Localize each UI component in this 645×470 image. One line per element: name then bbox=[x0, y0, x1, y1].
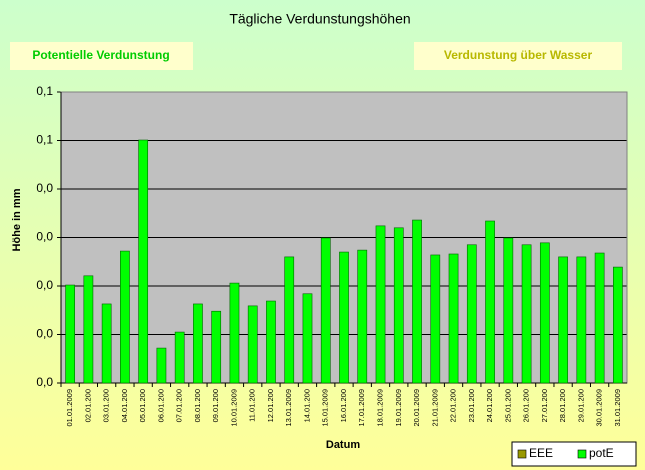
x-tick-label: 13.01.2009 bbox=[284, 389, 293, 427]
x-tick-label: 05.01.200 bbox=[138, 389, 147, 422]
x-tick-label: 21.01.2009 bbox=[430, 389, 439, 427]
bar bbox=[339, 251, 349, 384]
x-tick-label: 03.01.200 bbox=[102, 389, 111, 422]
bar bbox=[101, 303, 112, 384]
bar bbox=[412, 219, 422, 384]
bar bbox=[466, 244, 477, 384]
bar bbox=[229, 282, 240, 384]
y-tick-label: 0,0 bbox=[36, 230, 53, 244]
bar bbox=[558, 256, 568, 384]
x-tick-label: 14.01.200 bbox=[302, 389, 311, 422]
x-axis-label: Datum bbox=[326, 439, 360, 451]
legend-swatch bbox=[517, 449, 527, 459]
bar bbox=[521, 244, 532, 384]
y-tick-label: 0,0 bbox=[36, 278, 53, 292]
y-axis-label: Höhe in mm bbox=[11, 188, 23, 251]
x-tick-label: 10.01.2009 bbox=[229, 389, 238, 427]
x-tick-label: 01.01.2009 bbox=[65, 389, 74, 427]
bar bbox=[302, 293, 313, 384]
box-label: Verdunstung über Wasser bbox=[444, 48, 593, 62]
bar bbox=[357, 249, 368, 384]
y-tick-label: 0,1 bbox=[36, 133, 53, 147]
bar bbox=[539, 242, 550, 384]
bar bbox=[594, 252, 605, 384]
x-tick-label: 19.01.2009 bbox=[394, 389, 403, 427]
bar bbox=[284, 256, 295, 384]
box bbox=[414, 42, 622, 70]
chart-title: Tägliche Verdunstungshöhen bbox=[229, 11, 410, 27]
x-tick-label: 31.01.2009 bbox=[613, 389, 622, 427]
box bbox=[10, 42, 193, 70]
x-tick-label: 20.01.2009 bbox=[412, 389, 421, 427]
bar bbox=[156, 347, 167, 384]
x-tick-label: 26.01.200 bbox=[522, 389, 531, 422]
bar bbox=[375, 225, 386, 384]
bar bbox=[65, 284, 75, 384]
legend-swatch bbox=[577, 449, 587, 459]
bar bbox=[503, 237, 514, 384]
bar bbox=[448, 253, 459, 384]
y-tick-label: 0,0 bbox=[36, 375, 53, 389]
bar bbox=[211, 310, 222, 384]
x-tick-label: 18.01.2009 bbox=[376, 389, 385, 427]
bar bbox=[174, 331, 185, 384]
x-tick-label: 22.01.200 bbox=[449, 389, 458, 422]
legend-label: potE bbox=[589, 446, 614, 460]
box-label: Potentielle Verdunstung bbox=[32, 48, 169, 62]
x-tick-label: 30.01.2009 bbox=[595, 389, 604, 427]
bar bbox=[430, 254, 441, 384]
x-tick-label: 11.01.200 bbox=[248, 389, 257, 422]
x-tick-label: 24.01.200 bbox=[485, 389, 494, 422]
bar bbox=[576, 256, 587, 384]
x-tick-label: 25.01.200 bbox=[503, 389, 512, 422]
y-tick-label: 0,1 bbox=[36, 84, 53, 98]
bar bbox=[138, 139, 149, 384]
legend bbox=[511, 441, 637, 467]
x-tick-label: 29.01.200 bbox=[576, 389, 585, 422]
bar bbox=[83, 275, 94, 384]
bar bbox=[320, 237, 331, 384]
y-tick-label: 0,0 bbox=[36, 181, 53, 195]
x-tick-label: 12.01.200 bbox=[266, 389, 275, 422]
bar bbox=[193, 303, 203, 384]
x-tick-label: 23.01.200 bbox=[467, 389, 476, 422]
x-tick-label: 08.01.200 bbox=[193, 389, 202, 422]
bar bbox=[247, 305, 258, 384]
x-tick-label: 16.01.200 bbox=[339, 389, 348, 422]
x-tick-label: 06.01.200 bbox=[156, 389, 165, 422]
bar bbox=[120, 250, 130, 384]
x-tick-label: 15.01.2009 bbox=[321, 389, 330, 427]
bar bbox=[485, 220, 495, 384]
x-tick-label: 09.01.200 bbox=[211, 389, 220, 422]
bar bbox=[393, 227, 404, 384]
x-tick-label: 28.01.200 bbox=[558, 389, 567, 422]
y-tick-label: 0,0 bbox=[36, 327, 53, 341]
bar bbox=[613, 266, 623, 384]
x-tick-label: 04.01.200 bbox=[120, 389, 129, 422]
x-tick-label: 27.01.200 bbox=[540, 389, 549, 422]
x-tick-label: 07.01.200 bbox=[175, 389, 184, 422]
legend-label: EEE bbox=[529, 446, 553, 460]
x-tick-label: 17.01.2009 bbox=[357, 389, 366, 427]
x-tick-label: 02.01.200 bbox=[83, 389, 92, 422]
bar bbox=[266, 300, 276, 384]
